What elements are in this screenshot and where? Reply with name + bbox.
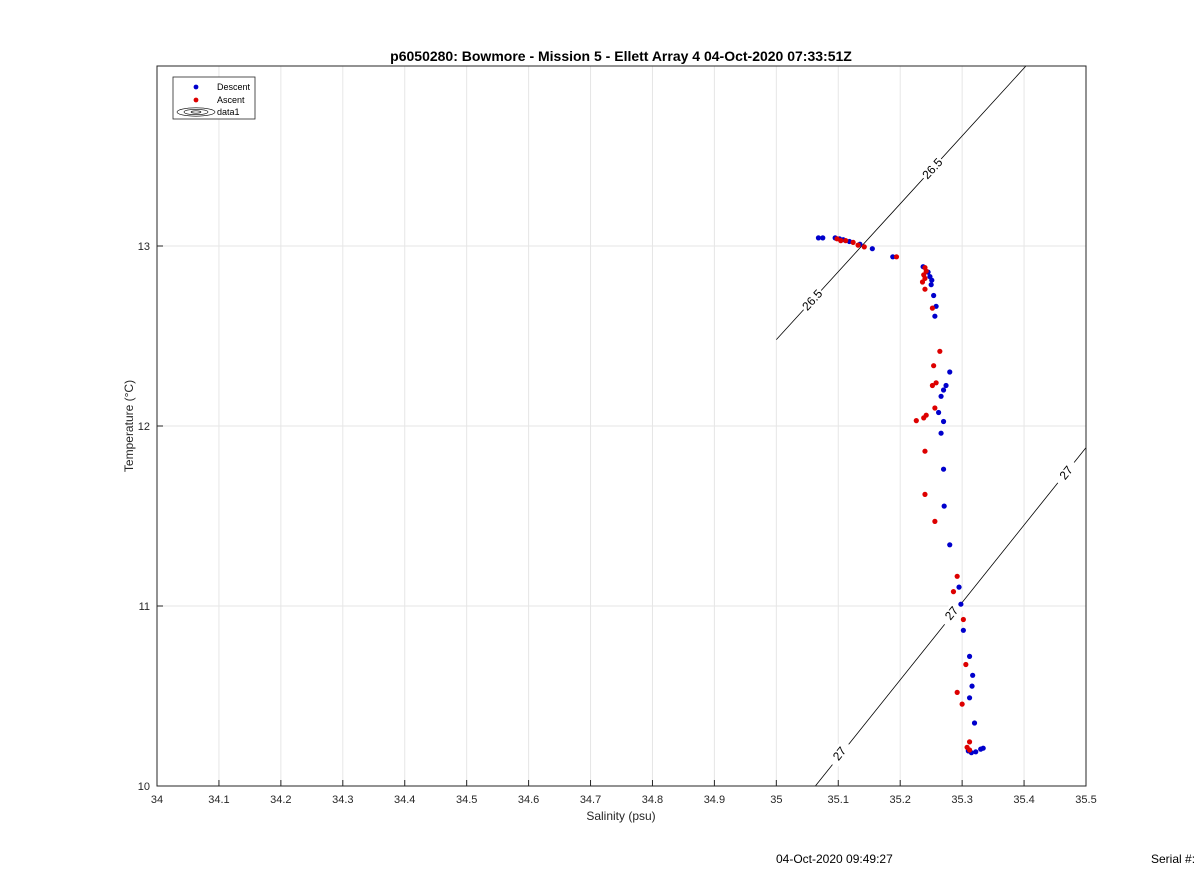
ascent-point xyxy=(861,244,867,250)
descent-point xyxy=(929,277,935,283)
legend-box xyxy=(172,76,256,120)
x-tick-label: 34.2 xyxy=(270,794,291,806)
ascent-point xyxy=(932,405,938,411)
y-tick-label: 11 xyxy=(139,601,150,613)
ascent-point xyxy=(929,382,936,389)
descent-point xyxy=(932,313,938,319)
ascent-point xyxy=(929,305,936,311)
data-points xyxy=(815,235,986,756)
descent-point xyxy=(956,584,962,590)
descent-point xyxy=(869,246,875,252)
x-tick-label: 35.5 xyxy=(1075,794,1096,806)
descent-point xyxy=(966,695,973,701)
ascent-point xyxy=(960,616,966,623)
x-tick-label: 34 xyxy=(151,794,163,806)
x-tick-label: 34.1 xyxy=(208,794,229,806)
descent-point xyxy=(928,282,934,288)
legend-ascent-label: Ascent xyxy=(217,95,245,105)
descent-point xyxy=(938,430,944,436)
ascent-point xyxy=(966,747,973,753)
x-tick-label: 34.5 xyxy=(456,794,477,806)
ascent-point xyxy=(959,701,965,707)
descent-point xyxy=(941,503,947,509)
legend-descent-label: Descent xyxy=(217,82,251,92)
x-tick-label: 34.3 xyxy=(332,794,353,806)
y-axis-label: Temperature (°C) xyxy=(122,380,136,472)
descent-point xyxy=(969,683,975,689)
descent-point xyxy=(938,393,944,399)
contour-label-bg xyxy=(1052,458,1080,488)
x-tick-label: 35.4 xyxy=(1013,794,1034,806)
legend-contour-icon xyxy=(176,107,216,117)
x-tick-label: 34.4 xyxy=(394,794,415,806)
ascent-point xyxy=(931,363,937,369)
ascent-point xyxy=(933,380,939,386)
x-tick-label: 35 xyxy=(770,794,782,806)
x-tick-label: 35.3 xyxy=(951,794,972,806)
ascent-point xyxy=(893,254,900,260)
axis-ticks: 34 34.1 34.2 34.3 34.4 34.5 34.6 34.7 34.8 34.9 35… xyxy=(138,241,1097,806)
ascent-point xyxy=(937,348,943,354)
descent-point xyxy=(947,369,953,375)
descent-point xyxy=(931,292,937,299)
x-tick-label: 35.1 xyxy=(828,794,849,806)
ascent-point xyxy=(963,661,969,668)
legend-descent-marker xyxy=(193,84,199,90)
contour-label-bg xyxy=(825,739,854,769)
descent-point xyxy=(943,382,949,389)
contour-label-bg xyxy=(938,598,966,628)
ascent-point xyxy=(913,418,919,424)
ascent-point xyxy=(838,238,844,244)
descent-point xyxy=(820,235,826,241)
footer-timestamp: 04-Oct-2020 09:49:27 xyxy=(776,852,893,866)
ascent-point xyxy=(922,448,928,454)
ascent-point xyxy=(954,573,960,579)
x-tick-label: 34.7 xyxy=(580,794,601,806)
descent-point xyxy=(890,254,896,260)
descent-point xyxy=(935,409,942,416)
descent-point xyxy=(960,627,966,633)
descent-point xyxy=(940,466,947,472)
descent-point xyxy=(973,749,979,755)
ascent-point xyxy=(966,739,973,745)
legend: Descent Ascent data1 xyxy=(172,76,256,120)
contour-label-bg xyxy=(918,154,947,183)
ascent-point xyxy=(855,242,861,248)
ascent-point xyxy=(922,491,928,497)
ascent-point xyxy=(932,518,938,525)
legend-data1-label: data1 xyxy=(217,107,240,117)
ascent-point xyxy=(950,589,957,595)
ascent-point xyxy=(919,279,926,285)
descent-point xyxy=(980,745,986,751)
descent-point xyxy=(970,672,976,678)
descent-point xyxy=(971,720,978,726)
descent-point xyxy=(947,542,953,548)
descent-point xyxy=(966,653,973,660)
ascent-point xyxy=(922,286,928,292)
y-tick-label: 12 xyxy=(138,421,150,433)
descent-point xyxy=(940,418,947,425)
contour-label-bg xyxy=(798,285,827,315)
ascent-point xyxy=(921,415,927,421)
x-tick-label: 34.6 xyxy=(518,794,539,806)
ascent-point xyxy=(954,689,960,696)
footer-serial-label: Serial #: xyxy=(1151,852,1196,866)
x-tick-label: 34.9 xyxy=(704,794,725,806)
y-tick-label: 10 xyxy=(138,781,150,793)
grid xyxy=(156,66,1087,787)
x-axis-label: Salinity (psu) xyxy=(586,809,655,823)
chart-title: p6050280: Bowmore - Mission 5 - Ellett A… xyxy=(390,48,852,64)
ascent-point xyxy=(850,239,856,245)
descent-point xyxy=(940,387,947,393)
descent-point xyxy=(958,601,964,607)
ascent-point xyxy=(843,238,849,244)
x-tick-label: 35.2 xyxy=(889,794,910,806)
x-tick-label: 34.8 xyxy=(642,794,663,806)
legend-ascent-marker xyxy=(193,97,199,103)
y-tick-label: 13 xyxy=(138,241,150,253)
descent-point xyxy=(815,235,822,241)
